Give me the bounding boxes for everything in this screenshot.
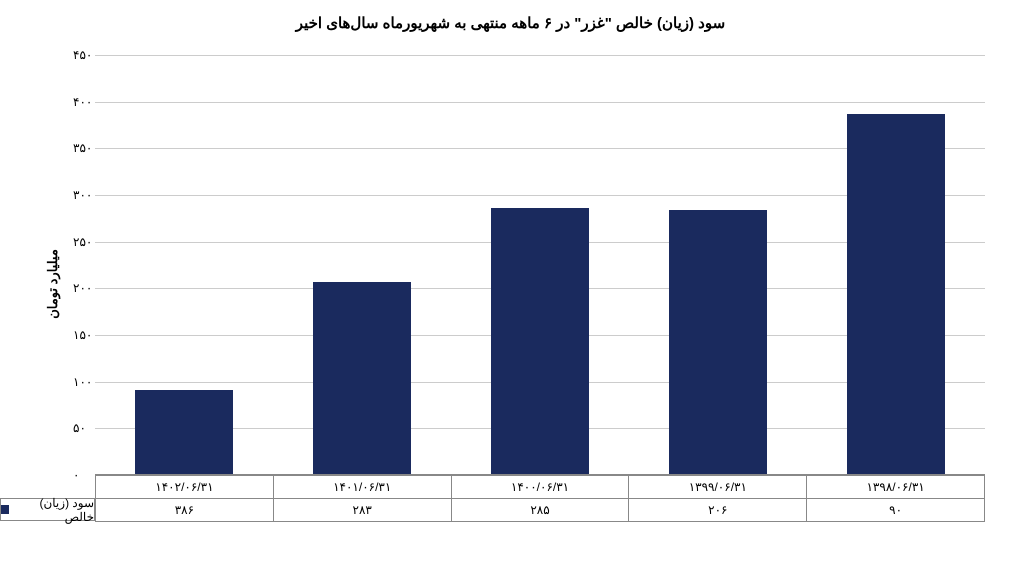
value-cell: ۲۰۶ [629,499,807,522]
y-tick-label: ۲۵۰ [73,235,123,249]
bar [135,390,233,474]
legend-label: سود (زیان) خالص [15,496,94,524]
bar [669,210,767,474]
y-tick-label: ۳۵۰ [73,141,123,155]
y-tick-label: ۴۰۰ [73,95,123,109]
y-tick-label: ۱۰۰ [73,375,123,389]
category-cell: ۱۳۹۸/۰۶/۳۱ [807,476,985,499]
y-tick-label: ۳۰۰ [73,188,123,202]
value-cell: ۲۸۵ [451,499,629,522]
value-row: ۹۰۲۰۶۲۸۵۲۸۳۳۸۶ [96,499,985,522]
y-axis-title: میلیارد تومان [45,249,61,319]
data-table: ۱۳۹۸/۰۶/۳۱۱۳۹۹/۰۶/۳۱۱۴۰۰/۰۶/۳۱۱۴۰۱/۰۶/۳۱… [95,475,985,522]
plot-area: بورس نیوز [95,55,985,475]
y-tick-label: ۱۵۰ [73,328,123,342]
legend-cell: سود (زیان) خالص [0,498,95,521]
gridline [95,55,985,56]
value-cell: ۳۸۶ [96,499,274,522]
y-tick-label: ۰ [73,468,123,482]
category-row: ۱۳۹۸/۰۶/۳۱۱۳۹۹/۰۶/۳۱۱۴۰۰/۰۶/۳۱۱۴۰۱/۰۶/۳۱… [96,476,985,499]
gridline [95,102,985,103]
bar [847,114,945,474]
category-cell: ۱۴۰۰/۰۶/۳۱ [451,476,629,499]
y-tick-label: ۲۰۰ [73,281,123,295]
chart-container: سود (زیان) خالص "غزر" در ۶ ماهه منتهی به… [0,0,1021,567]
chart-title: سود (زیان) خالص "غزر" در ۶ ماهه منتهی به… [0,14,1021,32]
legend-swatch [1,505,9,514]
value-cell: ۹۰ [807,499,985,522]
y-tick-label: ۴۵۰ [73,48,123,62]
category-cell: ۱۳۹۹/۰۶/۳۱ [629,476,807,499]
bar [491,208,589,474]
value-cell: ۲۸۳ [273,499,451,522]
bar [313,282,411,474]
y-tick-label: ۵۰ [73,421,123,435]
category-cell: ۱۴۰۱/۰۶/۳۱ [273,476,451,499]
